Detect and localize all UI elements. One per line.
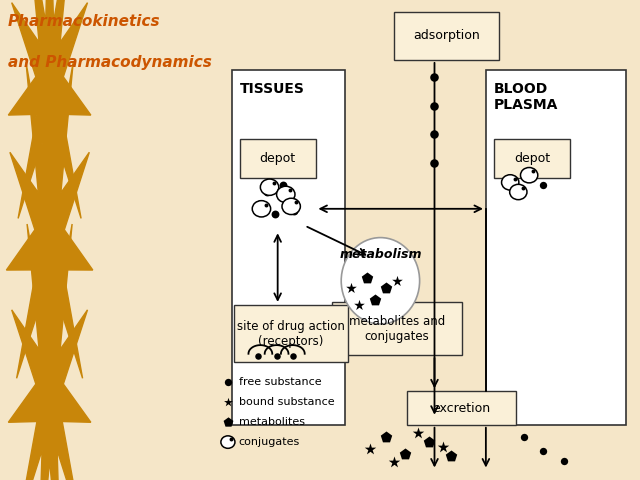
Point [270, 210, 280, 217]
Point [223, 398, 233, 406]
Point [429, 159, 440, 167]
Point [289, 207, 299, 215]
Point [518, 184, 528, 192]
Text: BLOOD
PLASMA: BLOOD PLASMA [494, 82, 558, 112]
Point [509, 175, 520, 182]
Point [399, 450, 410, 457]
Point [381, 284, 391, 292]
Point [538, 447, 548, 455]
Text: free substance: free substance [239, 377, 321, 386]
Point [262, 188, 272, 196]
Text: metabolism: metabolism [339, 248, 422, 262]
Point [559, 457, 570, 465]
Point [538, 181, 548, 189]
Point [285, 187, 296, 194]
Point [223, 418, 233, 426]
Point [278, 181, 288, 189]
FancyBboxPatch shape [494, 139, 570, 178]
Point [518, 433, 529, 441]
Point [381, 433, 391, 441]
Text: metabolites: metabolites [239, 417, 305, 427]
FancyBboxPatch shape [332, 302, 461, 355]
Point [429, 73, 440, 81]
Point [392, 277, 402, 285]
Text: depot: depot [260, 152, 296, 165]
Circle shape [282, 198, 300, 215]
Point [223, 378, 233, 385]
Point [365, 445, 375, 453]
Circle shape [509, 184, 527, 200]
Point [261, 201, 271, 209]
Point [413, 429, 424, 437]
Circle shape [221, 436, 235, 448]
FancyBboxPatch shape [240, 139, 316, 178]
FancyBboxPatch shape [408, 391, 516, 425]
Point [253, 200, 264, 208]
Polygon shape [8, 0, 91, 280]
Text: excretion: excretion [433, 401, 491, 415]
Point [424, 438, 434, 445]
Point [354, 301, 364, 309]
Text: metabolites and
conjugates: metabolites and conjugates [349, 315, 445, 343]
Circle shape [520, 168, 538, 183]
Point [370, 296, 380, 304]
Text: depot: depot [514, 152, 550, 165]
Point [227, 435, 237, 443]
Text: Pharmacokinetics: Pharmacokinetics [8, 14, 161, 29]
Point [286, 195, 296, 203]
Point [429, 102, 440, 109]
Point [389, 458, 399, 466]
Ellipse shape [341, 238, 420, 324]
FancyBboxPatch shape [234, 305, 348, 362]
Circle shape [252, 201, 271, 217]
Point [291, 199, 301, 206]
Text: TISSUES: TISSUES [240, 82, 305, 96]
Point [529, 168, 539, 175]
Point [362, 275, 372, 282]
Polygon shape [8, 192, 91, 480]
FancyBboxPatch shape [232, 70, 345, 425]
Polygon shape [6, 29, 93, 443]
Point [269, 180, 279, 187]
Point [438, 444, 448, 451]
Point [445, 452, 456, 460]
Point [288, 352, 298, 360]
Text: conjugates: conjugates [239, 437, 300, 447]
Point [271, 352, 282, 360]
FancyBboxPatch shape [394, 12, 499, 60]
FancyBboxPatch shape [486, 70, 627, 425]
Text: bound substance: bound substance [239, 397, 334, 407]
Circle shape [276, 186, 295, 203]
Point [346, 284, 356, 292]
Text: site of drug action
(receptors): site of drug action (receptors) [237, 320, 345, 348]
Text: adsorption: adsorption [413, 29, 480, 43]
Text: and Pharmacodynamics: and Pharmacodynamics [8, 55, 212, 70]
Point [253, 352, 263, 360]
Circle shape [260, 179, 279, 195]
Circle shape [502, 175, 519, 190]
Point [429, 131, 440, 138]
